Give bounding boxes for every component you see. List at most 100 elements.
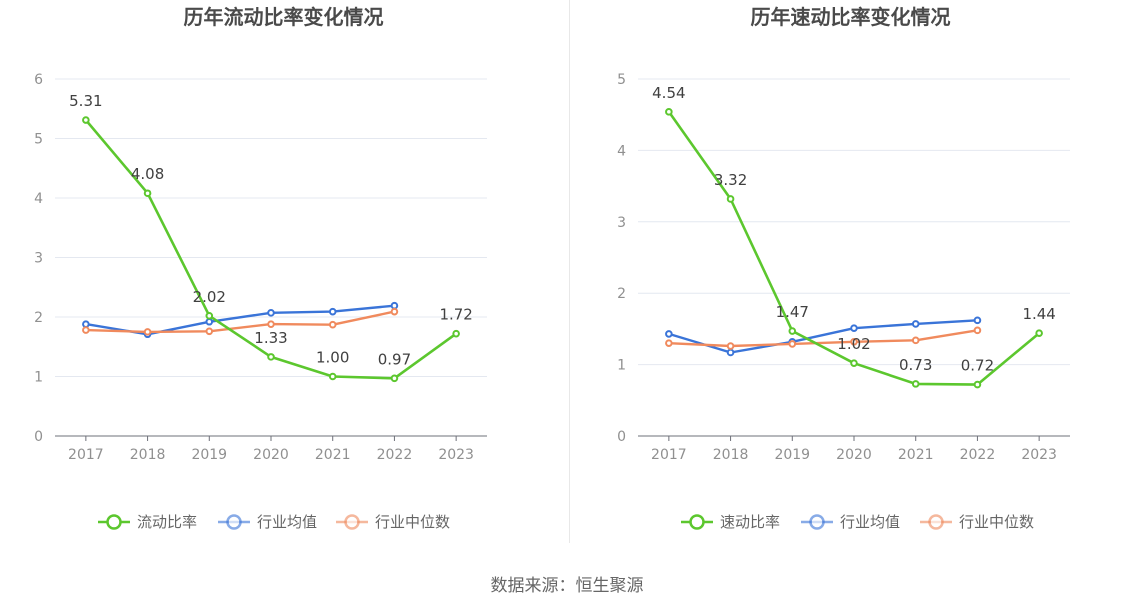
x-tick-label: 2017 (68, 447, 104, 463)
legend-marker (106, 514, 122, 530)
data-point (665, 108, 673, 116)
data-point (328, 372, 337, 381)
data-point (267, 320, 275, 328)
data-label: 0.72 (961, 357, 994, 375)
x-tick-label: 2017 (651, 447, 687, 463)
x-tick-label: 2020 (836, 447, 872, 463)
data-point (143, 328, 152, 336)
data-point (850, 337, 858, 346)
data-point (82, 326, 90, 334)
current-ratio-plot: 0 1 2 3 4 5 6 2017 2018 2019 2020 2021 2022 2023 5.31 4… (34, 72, 487, 531)
x-tick-label: 2018 (713, 447, 749, 463)
data-point (850, 324, 858, 332)
legend-marker (344, 514, 360, 530)
data-point (328, 320, 337, 329)
x-tick-label: 2019 (774, 447, 810, 463)
x-tick-label: 2022 (377, 447, 413, 463)
y-tick-label: 3 (617, 215, 626, 231)
data-point (390, 374, 399, 383)
data-label: 0.97 (378, 350, 411, 368)
data-label: 4.08 (131, 165, 164, 183)
data-point (665, 339, 673, 347)
data-label: 1.02 (837, 335, 870, 353)
y-tick-label: 2 (34, 310, 43, 326)
x-tick-label: 2022 (960, 447, 996, 463)
data-label: 4.54 (652, 84, 685, 102)
data-label: 1.47 (776, 303, 809, 321)
legend-marker (689, 514, 705, 530)
data-point (726, 195, 735, 203)
y-tick-label: 5 (34, 132, 43, 148)
data-point (850, 359, 858, 367)
x-tick-label: 2021 (315, 447, 351, 463)
y-tick-label: 0 (34, 429, 43, 445)
y-tick-label: 6 (34, 72, 43, 88)
series-2 (82, 307, 399, 336)
quick-ratio-chart: 历年速动比率变化情况 0 1 2 3 4 5 2017 2018 2019 2020 2021 202… (567, 0, 1134, 545)
data-point (1035, 329, 1043, 337)
legend-label: 行业中位数 (959, 513, 1034, 531)
data-point (973, 316, 982, 325)
y-tick-label: 1 (617, 358, 626, 374)
legend-item[interactable]: 流动比率 (98, 513, 197, 531)
data-point (726, 342, 735, 350)
chart-title: 历年流动比率变化情况 (183, 5, 384, 29)
legend-label: 行业均值 (840, 513, 900, 531)
data-point (267, 353, 275, 361)
data-point (205, 317, 214, 326)
data-label: 0.73 (899, 356, 932, 374)
data-point (205, 327, 214, 336)
data-label: 1.33 (254, 329, 287, 347)
series-0 (665, 108, 1043, 389)
legend-item[interactable]: 行业均值 (218, 513, 317, 531)
series-line (85, 310, 395, 334)
data-point (390, 301, 399, 310)
data-point (390, 307, 399, 316)
data-point (143, 189, 152, 198)
y-tick-label: 2 (617, 286, 626, 302)
legend-label: 行业均值 (257, 513, 317, 531)
data-label: 2.02 (193, 288, 226, 306)
y-tick-label: 1 (34, 370, 43, 386)
legend-item[interactable]: 行业中位数 (336, 513, 450, 531)
legend-marker (928, 514, 944, 530)
data-point (973, 326, 982, 335)
data-point (973, 380, 982, 389)
data-point (205, 312, 214, 320)
series-line (85, 304, 395, 336)
y-tick-label: 5 (617, 72, 626, 88)
current-ratio-chart: 历年流动比率变化情况 0 1 2 3 4 5 6 2017 2018 2019 2020 2021 20… (0, 0, 567, 545)
data-point (267, 309, 275, 317)
panel-divider (569, 0, 570, 543)
x-tick-label: 2019 (191, 447, 227, 463)
data-point (788, 327, 797, 335)
data-label: 1.00 (316, 349, 349, 367)
x-tick-label: 2023 (438, 447, 474, 463)
data-point (911, 336, 920, 345)
legend-item[interactable]: 速动比率 (681, 513, 780, 531)
legend-marker (809, 514, 825, 530)
y-tick-label: 3 (34, 251, 43, 267)
x-tick-label: 2023 (1021, 447, 1057, 463)
legend-label: 行业中位数 (375, 513, 450, 531)
data-source-note: 数据来源：恒生聚源 (490, 576, 644, 596)
x-tick-label: 2018 (130, 447, 166, 463)
data-point (911, 320, 920, 328)
series-2 (665, 326, 982, 350)
data-point (911, 380, 920, 388)
data-point (82, 320, 90, 328)
x-tick-label: 2020 (253, 447, 289, 463)
y-tick-label: 4 (617, 143, 626, 159)
data-point (665, 330, 673, 338)
series-1 (665, 316, 982, 357)
quick-ratio-plot: 0 1 2 3 4 5 2017 2018 2019 2020 2021 2022 2023 4.54 3.… (617, 72, 1070, 531)
legend-item[interactable]: 行业中位数 (920, 513, 1034, 531)
y-tick-label: 0 (617, 429, 626, 445)
legend-marker (226, 514, 242, 530)
legend-item[interactable]: 行业均值 (801, 513, 900, 531)
series-line (668, 329, 978, 348)
data-label: 1.72 (439, 306, 472, 324)
series-line (668, 319, 978, 354)
x-tick-label: 2021 (898, 447, 934, 463)
series-0 (82, 116, 460, 383)
